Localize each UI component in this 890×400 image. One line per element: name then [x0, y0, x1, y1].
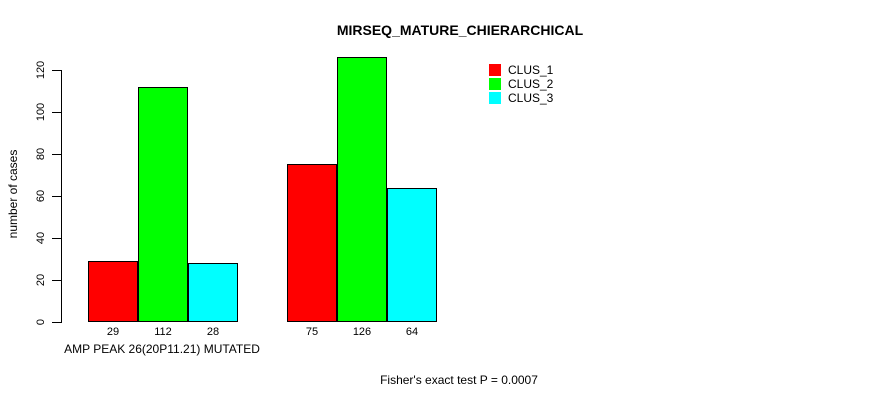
bar	[188, 263, 238, 322]
y-tick-mark	[52, 322, 61, 323]
legend-swatch-clus-2	[489, 78, 501, 90]
legend-item: CLUS_1	[489, 64, 553, 76]
legend-item: CLUS_2	[489, 78, 553, 90]
bar-value-label: 112	[154, 326, 172, 338]
y-axis-line	[61, 70, 62, 323]
y-tick-mark	[52, 238, 61, 239]
y-axis-title: number of cases	[6, 149, 20, 239]
y-tick-label: 60	[35, 189, 47, 203]
bar	[337, 57, 387, 322]
y-tick-label: 80	[35, 147, 47, 161]
y-tick-mark	[52, 112, 61, 113]
y-tick-label: 120	[35, 60, 47, 80]
legend: CLUS_1 CLUS_2 CLUS_3	[489, 64, 553, 106]
y-tick-mark	[52, 280, 61, 281]
chart-title: MIRSEQ_MATURE_CHIERARCHICAL	[336, 22, 584, 38]
legend-item: CLUS_3	[489, 92, 553, 104]
bar-value-label: 29	[106, 326, 120, 338]
y-tick-label: 100	[35, 102, 47, 122]
y-tick-label: 40	[35, 231, 47, 245]
y-tick-mark	[52, 154, 61, 155]
legend-label: CLUS_1	[508, 63, 554, 77]
y-tick-label: 0	[35, 318, 47, 326]
y-tick-mark	[52, 196, 61, 197]
bar-value-label: 28	[206, 326, 220, 338]
x-category-label: AMP PEAK 26(20P11.21) MUTATED	[64, 342, 260, 356]
legend-label: CLUS_3	[508, 91, 554, 105]
bar-value-label: 126	[352, 326, 372, 338]
fisher-test-annotation: Fisher's exact test P = 0.0007	[380, 373, 538, 387]
bar	[287, 164, 337, 322]
bar	[88, 261, 138, 322]
bar-value-label: 75	[305, 326, 319, 338]
legend-swatch-clus-3	[489, 92, 501, 104]
bar	[387, 188, 437, 322]
legend-swatch-clus-1	[489, 64, 501, 76]
y-tick-mark	[52, 70, 61, 71]
bar-value-label: 64	[405, 326, 419, 338]
bar	[138, 87, 188, 322]
y-tick-label: 20	[35, 273, 47, 287]
legend-label: CLUS_2	[508, 77, 554, 91]
